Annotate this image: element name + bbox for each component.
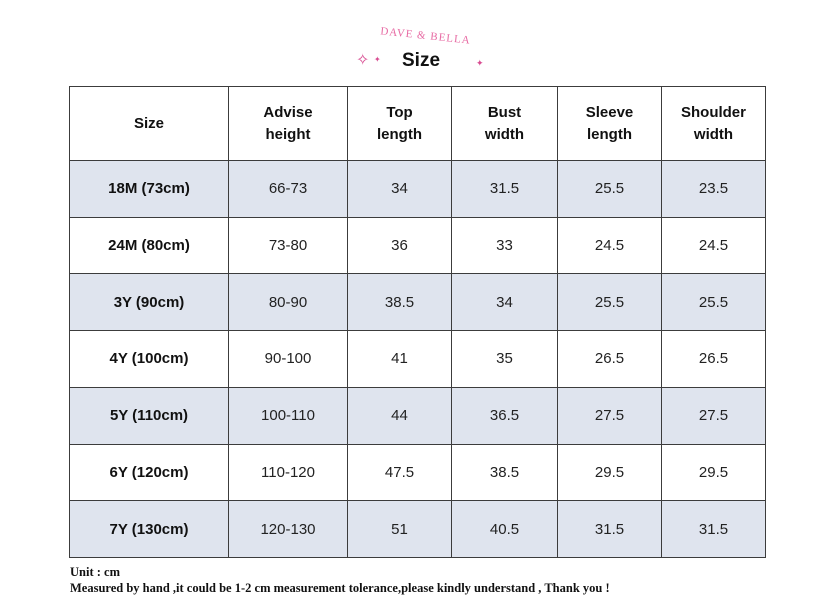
table-cell: 35 bbox=[451, 330, 558, 388]
table-cell: 40.5 bbox=[451, 500, 558, 558]
table-cell: 44 bbox=[347, 386, 452, 445]
table-row: 6Y (120cm) 110-120 47.5 38.5 29.5 29.5 bbox=[69, 443, 766, 502]
table-cell: 41 bbox=[347, 330, 452, 388]
column-header-top-length: Top length bbox=[347, 86, 452, 161]
table-cell: 90-100 bbox=[228, 330, 348, 388]
table-cell-size: 24M (80cm) bbox=[69, 216, 229, 275]
unit-note: Unit : cm bbox=[70, 565, 120, 579]
table-cell-size: 6Y (120cm) bbox=[69, 443, 229, 502]
table-cell-size: 18M (73cm) bbox=[69, 160, 229, 218]
table-cell: 24.5 bbox=[557, 216, 662, 275]
table-cell: 66-73 bbox=[228, 160, 348, 218]
column-header-sleeve-length: Sleeve length bbox=[557, 86, 662, 161]
table-cell: 38.5 bbox=[451, 443, 558, 502]
table-cell: 36.5 bbox=[451, 386, 558, 445]
table-cell-size: 5Y (110cm) bbox=[69, 386, 229, 445]
table-cell: 23.5 bbox=[661, 160, 766, 218]
column-header-size: Size bbox=[69, 86, 229, 161]
size-chart-table: Size Advise height Top length Bust width… bbox=[69, 86, 766, 558]
table-header-row: Size Advise height Top length Bust width… bbox=[69, 86, 766, 161]
column-header-label: Shoulder width bbox=[680, 103, 746, 143]
table-cell: 47.5 bbox=[347, 443, 452, 502]
table-cell: 100-110 bbox=[228, 386, 348, 445]
table-cell: 73-80 bbox=[228, 216, 348, 275]
table-row: 18M (73cm) 66-73 34 31.5 25.5 23.5 bbox=[69, 160, 766, 218]
table-cell: 27.5 bbox=[661, 386, 766, 445]
table-cell: 25.5 bbox=[557, 160, 662, 218]
table-cell: 25.5 bbox=[557, 273, 662, 332]
table-cell: 36 bbox=[347, 216, 452, 275]
table-cell-size: 3Y (90cm) bbox=[69, 273, 229, 332]
column-header-label: Top length bbox=[377, 103, 422, 143]
table-cell: 110-120 bbox=[228, 443, 348, 502]
table-row: 5Y (110cm) 100-110 44 36.5 27.5 27.5 bbox=[69, 386, 766, 445]
column-header-advise-height: Advise height bbox=[228, 86, 348, 161]
table-cell: 24.5 bbox=[661, 216, 766, 275]
table-cell: 80-90 bbox=[228, 273, 348, 332]
table-row: 3Y (90cm) 80-90 38.5 34 25.5 25.5 bbox=[69, 273, 766, 332]
table-cell: 29.5 bbox=[661, 443, 766, 502]
table-cell: 31.5 bbox=[661, 500, 766, 558]
table-cell: 26.5 bbox=[661, 330, 766, 388]
table-row: 4Y (100cm) 90-100 41 35 26.5 26.5 bbox=[69, 330, 766, 388]
table-cell: 34 bbox=[451, 273, 558, 332]
table-cell: 31.5 bbox=[451, 160, 558, 218]
column-header-shoulder-width: Shoulder width bbox=[661, 86, 766, 161]
title-group: ✧ ✦ Size ✦ bbox=[352, 46, 492, 76]
table-cell: 31.5 bbox=[557, 500, 662, 558]
table-cell: 34 bbox=[347, 160, 452, 218]
tolerance-note: Measured by hand ,it could be 1-2 cm mea… bbox=[70, 581, 610, 595]
column-header-bust-width: Bust width bbox=[451, 86, 558, 161]
table-cell: 29.5 bbox=[557, 443, 662, 502]
table-cell-size: 4Y (100cm) bbox=[69, 330, 229, 388]
column-header-label: Advise height bbox=[263, 103, 313, 143]
table-row: 24M (80cm) 73-80 36 33 24.5 24.5 bbox=[69, 216, 766, 275]
column-header-label: Sleeve length bbox=[585, 103, 634, 143]
table-cell: 25.5 bbox=[661, 273, 766, 332]
column-header-label: Bust width bbox=[484, 103, 525, 143]
table-cell: 27.5 bbox=[557, 386, 662, 445]
sparkle-icon: ✦ bbox=[374, 55, 381, 64]
sparkle-icon: ✦ bbox=[476, 58, 484, 68]
table-cell: 33 bbox=[451, 216, 558, 275]
table-cell: 38.5 bbox=[347, 273, 452, 332]
table-cell: 120-130 bbox=[228, 500, 348, 558]
table-cell-size: 7Y (130cm) bbox=[69, 500, 229, 558]
table-row: 7Y (130cm) 120-130 51 40.5 31.5 31.5 bbox=[69, 500, 766, 558]
sparkle-icon: ✧ bbox=[356, 52, 370, 69]
table-cell: 51 bbox=[347, 500, 452, 558]
page-title: Size bbox=[402, 50, 441, 71]
table-cell: 26.5 bbox=[557, 330, 662, 388]
